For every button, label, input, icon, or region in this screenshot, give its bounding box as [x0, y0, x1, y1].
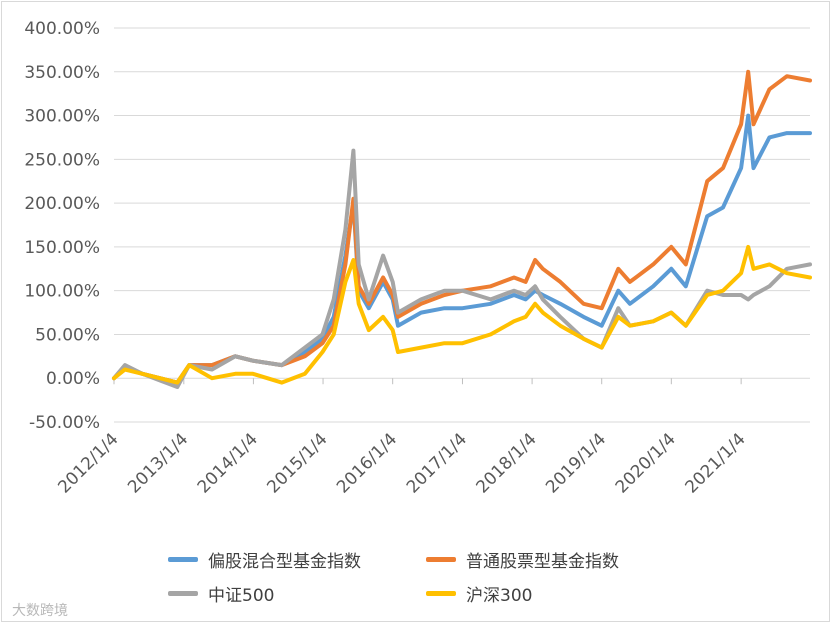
- y-tick-label: 400.00%: [24, 19, 100, 39]
- series-line-3: [112, 148, 812, 389]
- y-tick-label: 200.00%: [24, 194, 100, 214]
- legend-item-series-4: 沪深300: [426, 581, 532, 606]
- legend-item-series-3: 中证500: [168, 581, 274, 606]
- x-tick-label: 2020/1/4: [612, 429, 680, 497]
- legend-label: 普通股票型基金指数: [466, 552, 619, 572]
- y-tick-label: 100.00%: [24, 282, 100, 302]
- y-tick-label: 350.00%: [24, 63, 100, 83]
- x-tick-label: 2018/1/4: [472, 429, 540, 497]
- legend-swatch: [168, 557, 198, 562]
- x-tick-label: 2015/1/4: [263, 429, 331, 497]
- x-tick-label: 2014/1/4: [194, 429, 262, 497]
- x-tick-label: 2016/1/4: [333, 429, 401, 497]
- y-axis-tick-labels: -50.00% 0.00% 50.00% 100.00% 150.00% 200.00% 2…: [24, 19, 100, 433]
- y-tick-label: 150.00%: [24, 238, 100, 258]
- y-tick-label: 0.00%: [46, 369, 100, 389]
- legend-swatch: [426, 591, 456, 596]
- series-line-4: [112, 244, 812, 385]
- legend-label: 偏股混合型基金指数: [208, 552, 361, 572]
- y-tick-label: 50.00%: [35, 325, 100, 345]
- legend-item-series-1: 偏股混合型基金指数: [168, 547, 361, 572]
- gridlines: [114, 27, 810, 423]
- x-tick-label: 2017/1/4: [403, 429, 471, 497]
- x-tick-label: 2012/1/4: [54, 429, 122, 497]
- legend-swatch: [426, 557, 456, 562]
- y-tick-label: 300.00%: [24, 107, 100, 127]
- series-lines: [112, 69, 812, 389]
- x-axis: 2012/1/4 2013/1/4 2014/1/4 2015/1/4 2016/1/4…: [54, 377, 810, 498]
- legend-label: 沪深300: [466, 586, 533, 606]
- legend-swatch: [168, 591, 198, 596]
- x-tick-label: 2013/1/4: [124, 429, 192, 497]
- y-tick-label: 250.00%: [24, 150, 100, 170]
- legend-item-series-2: 普通股票型基金指数: [426, 547, 619, 572]
- legend-label: 中证500: [208, 586, 275, 606]
- x-tick-label: 2021/1/4: [682, 429, 750, 497]
- x-tick-label: 2019/1/4: [542, 429, 610, 497]
- watermark-text: 大数跨境: [12, 603, 68, 619]
- y-tick-label: -50.00%: [29, 413, 100, 433]
